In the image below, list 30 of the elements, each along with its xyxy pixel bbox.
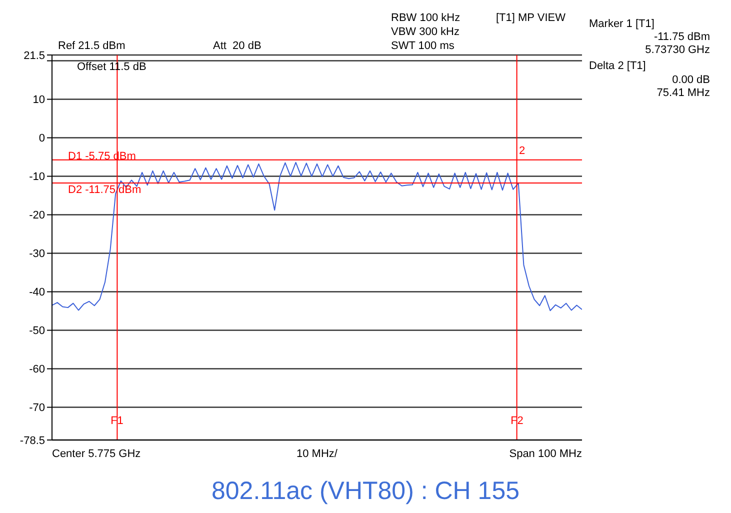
line-series [52,162,582,312]
text: 802.11ac (VHT80) : CH 155 [210,477,521,505]
y-tick-label: -30 [29,248,45,260]
text: 10 MHz/ [296,448,338,461]
annotation: 2 [519,145,526,158]
text: SWT 100 ms [391,40,454,53]
text: 75.41 MHz [656,87,710,100]
text: Center 5.775 GHz [52,448,141,461]
text: Att 20 dB [213,40,262,53]
text: -11.75 dBm [654,31,710,44]
text: 5.73730 GHz [645,44,710,57]
text: Ref 21.5 dBm [58,40,126,53]
text: Marker 1 [T1] [589,18,654,31]
text: VBW 300 kHz [391,26,460,39]
y-tick-label: -10 [29,171,45,184]
y-tick-label: -20 [29,210,45,222]
y-tick-label: -40 [29,286,45,299]
text: Span 100 MHz [509,448,582,461]
y-tick-label: -50 [29,325,45,338]
ref-line-label: D2 -11.75 dBm [68,184,142,196]
text: RBW 100 kHz [391,12,460,25]
y-tick-label: 21.5 [24,50,45,62]
text: [T1] MP VIEW [496,12,566,25]
text: 0.00 dB [672,74,710,87]
y-tick-label: -70 [29,402,45,414]
y-tick-label: -78.5 [20,434,45,447]
text: Delta 2 [T1] [589,60,646,73]
y-tick-label: 0 [38,132,45,145]
y-tick-label: 10 [32,94,45,106]
y-tick-label: -60 [29,364,45,376]
